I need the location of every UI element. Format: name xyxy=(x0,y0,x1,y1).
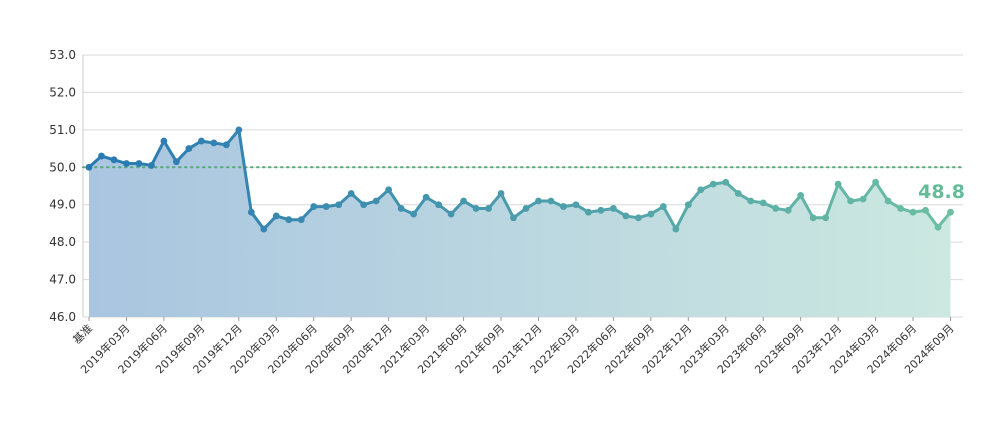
data-point xyxy=(497,190,505,197)
data-point xyxy=(734,190,742,197)
data-point xyxy=(110,156,118,164)
y-tick-label: 46.0 xyxy=(49,310,76,324)
data-point xyxy=(909,208,917,216)
data-point xyxy=(172,158,180,166)
data-point xyxy=(784,206,792,214)
data-point xyxy=(572,201,580,209)
data-point xyxy=(247,208,255,216)
data-point xyxy=(609,205,617,212)
data-point xyxy=(422,193,430,201)
y-tick-label: 48.0 xyxy=(49,235,76,249)
data-point xyxy=(672,225,680,233)
y-tick-label: 51.0 xyxy=(49,123,76,137)
y-tick-label: 50.0 xyxy=(49,160,76,174)
data-point xyxy=(585,208,592,216)
data-point xyxy=(322,203,330,210)
data-point xyxy=(922,206,929,214)
data-point xyxy=(335,201,343,209)
data-point xyxy=(85,163,93,171)
data-point xyxy=(235,126,243,134)
data-point xyxy=(472,205,480,212)
data-point xyxy=(659,203,667,210)
data-point xyxy=(934,223,942,231)
y-tick-label: 52.0 xyxy=(49,85,76,99)
data-point xyxy=(160,137,168,145)
area-fill xyxy=(89,129,951,317)
data-point xyxy=(347,190,355,197)
data-point xyxy=(185,145,193,152)
data-point xyxy=(485,205,492,212)
x-tick-label: 基准 xyxy=(70,322,95,347)
y-tick-label: 53.0 xyxy=(49,48,76,62)
data-point xyxy=(135,160,143,167)
data-point xyxy=(98,152,105,160)
data-point xyxy=(859,195,867,203)
data-point xyxy=(772,205,780,212)
data-point xyxy=(759,199,767,207)
area-path xyxy=(89,129,951,317)
data-point xyxy=(372,197,380,205)
y-tick-label: 49.0 xyxy=(49,198,76,212)
data-point xyxy=(385,186,393,194)
data-points xyxy=(85,126,954,233)
y-tick-label: 47.0 xyxy=(49,273,76,287)
data-point xyxy=(260,225,268,233)
data-point xyxy=(872,178,879,186)
data-point xyxy=(148,162,155,169)
data-point xyxy=(310,203,318,210)
data-point xyxy=(123,160,130,167)
data-point xyxy=(510,214,517,222)
data-point xyxy=(897,205,904,212)
data-point xyxy=(535,197,542,205)
data-point xyxy=(747,197,755,205)
data-point xyxy=(285,216,293,224)
data-point xyxy=(447,210,455,218)
data-point xyxy=(597,206,605,214)
series-polyline xyxy=(87,128,952,231)
data-point xyxy=(722,178,730,186)
data-point xyxy=(272,212,280,220)
data-point xyxy=(947,208,954,216)
data-point xyxy=(435,201,442,209)
data-point xyxy=(222,141,230,149)
data-point xyxy=(684,201,692,209)
data-point xyxy=(360,201,368,209)
last-value-label: 48.8 xyxy=(918,181,965,203)
data-point xyxy=(210,139,218,147)
series-line xyxy=(87,128,952,231)
data-point xyxy=(522,205,530,212)
data-point xyxy=(647,210,655,218)
data-point xyxy=(560,203,567,210)
data-point xyxy=(797,191,805,199)
data-point xyxy=(397,205,405,212)
x-axis: 基准2019年03月2019年06月2019年09月2019年12月2020年0… xyxy=(70,317,957,376)
data-point xyxy=(622,212,630,220)
data-point xyxy=(697,186,705,194)
data-point xyxy=(460,197,467,205)
data-point xyxy=(809,214,817,222)
data-point xyxy=(197,137,205,145)
data-point xyxy=(547,197,555,205)
data-point xyxy=(834,180,842,188)
data-point xyxy=(297,216,305,224)
data-point xyxy=(634,214,642,222)
data-point xyxy=(410,210,418,218)
y-axis: 46.0 47.0 48.0 49.0 50.0 51.0 52.0 53.0 xyxy=(49,48,76,324)
data-point xyxy=(847,197,855,205)
data-point xyxy=(822,214,830,222)
data-point xyxy=(709,180,717,188)
data-point xyxy=(884,197,892,205)
